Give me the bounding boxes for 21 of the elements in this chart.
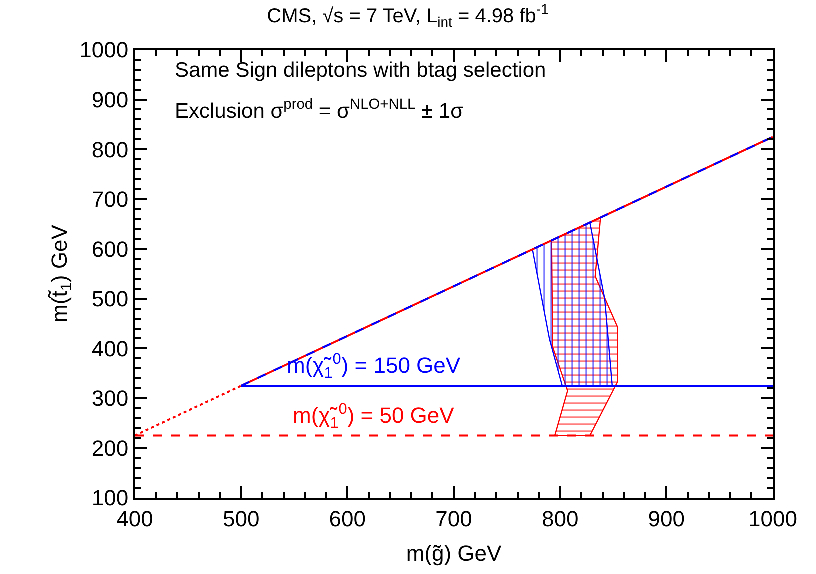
y-tick-label: 500 (92, 286, 129, 312)
x-tick-label: 900 (648, 506, 686, 532)
x-axis-title: m(g̃) GeV (406, 540, 502, 566)
annotation: m(χ̃$_{1}$$^{0}$) = 50 GeV (293, 401, 455, 432)
x-tick-label: 700 (436, 506, 472, 532)
x-tick-label: 500 (222, 506, 260, 532)
y-tick-label: 700 (92, 187, 129, 212)
annotation: Exclusion σ$^{prod}$ = σ$^{NLO+NLL}$ ± 1σ (175, 97, 464, 123)
y-tick-label: 900 (92, 87, 129, 112)
y-tick-label: 300 (92, 386, 129, 412)
x-tick-label: 800 (542, 506, 579, 532)
y-tick-label: 800 (92, 137, 129, 162)
annotation: Same Sign dileptons with btag selection (175, 59, 546, 82)
y-tick-label: 200 (92, 436, 129, 461)
y-tick-label: 1000 (80, 38, 129, 63)
x-tick-label: 1000 (748, 506, 798, 532)
y-tick-label: 400 (92, 336, 129, 362)
x-tick-label: 600 (329, 506, 366, 532)
y-tick-label: 600 (92, 236, 129, 262)
chart-title: CMS, √s = 7 TeV, L$_{int}$ = 4.98 fb$^{-1}$ (267, 1, 550, 30)
annotation: m(χ̃$_{1}$$^{0}$) = 150 GeV (287, 351, 461, 382)
